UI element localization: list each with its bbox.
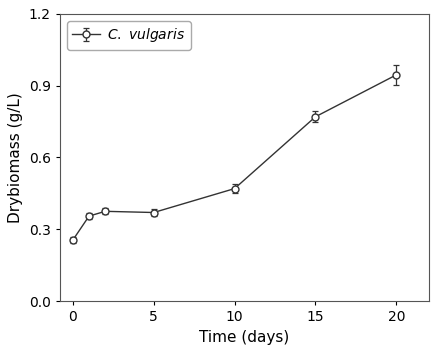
Legend: $\it{C.\ vulgaris}$: $\it{C.\ vulgaris}$ — [67, 21, 191, 50]
X-axis label: Time (days): Time (days) — [199, 330, 289, 345]
Y-axis label: Drybiomass (g/L): Drybiomass (g/L) — [8, 92, 23, 223]
